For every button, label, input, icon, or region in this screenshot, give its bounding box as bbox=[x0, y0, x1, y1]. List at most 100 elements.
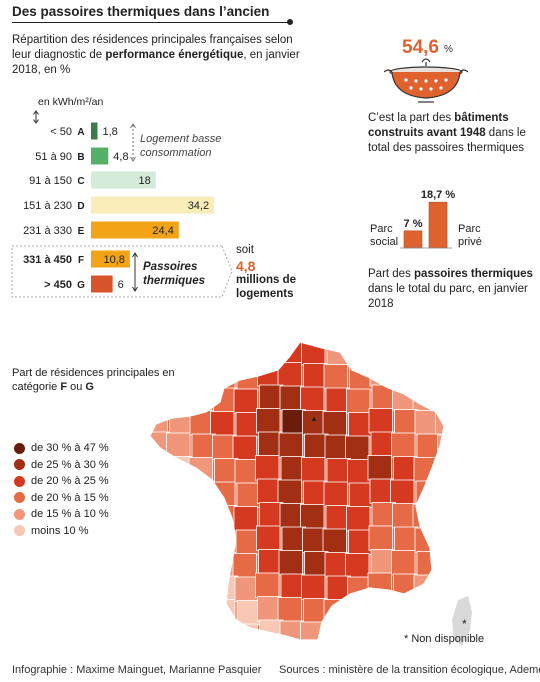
department-cell bbox=[167, 385, 192, 411]
department-cell bbox=[301, 574, 326, 600]
legend-item: de 25 % à 30 % bbox=[14, 457, 109, 474]
legend-item: de 20 % à 15 % bbox=[14, 490, 109, 507]
department-cell bbox=[367, 342, 392, 363]
bar bbox=[91, 147, 109, 165]
department-cell bbox=[150, 549, 170, 575]
parc-category-label: Parc bbox=[370, 223, 393, 235]
department-cell bbox=[391, 550, 416, 576]
title-rule bbox=[12, 22, 290, 23]
department-cell bbox=[391, 432, 416, 458]
department-cell bbox=[439, 458, 444, 484]
department-cell bbox=[415, 480, 440, 506]
department-cell bbox=[187, 621, 212, 640]
soit-unit: millions de logements bbox=[236, 274, 297, 300]
department-cell bbox=[256, 408, 281, 434]
department-cell bbox=[322, 528, 347, 554]
department-cell bbox=[415, 598, 440, 624]
parc-value-label: 7 % bbox=[404, 218, 423, 230]
parc-caption-bold: passoires thermiques bbox=[414, 268, 533, 280]
parc-caption-suffix: dans le total du parc, en janvier 2018 bbox=[368, 283, 528, 310]
data-label: 6 bbox=[118, 279, 124, 291]
department-cell bbox=[300, 621, 325, 640]
subtitle-part2: , en janvier 2018, en % bbox=[12, 49, 300, 76]
map-title-prefix: Part de résidences principales en catégo… bbox=[12, 367, 175, 393]
data-label: 4,8 bbox=[113, 151, 128, 163]
map-title-f: F bbox=[60, 381, 68, 393]
department-cell bbox=[439, 342, 444, 366]
department-cell bbox=[187, 504, 212, 530]
department-cell bbox=[233, 623, 258, 640]
bar bbox=[91, 221, 179, 239]
department-cell bbox=[150, 478, 169, 504]
legend-label: moins 10 % bbox=[31, 524, 89, 537]
department-cell bbox=[281, 526, 306, 552]
parc-category-label: Parc bbox=[458, 223, 481, 235]
department-cell bbox=[394, 409, 419, 435]
map-title: Part de résidences principales en catégo… bbox=[12, 366, 192, 394]
department-cell bbox=[370, 431, 395, 457]
department-cell bbox=[256, 525, 281, 551]
subtitle-part1: Répartition des résidences principales f… bbox=[12, 34, 293, 61]
department-cell bbox=[301, 457, 326, 483]
department-cell bbox=[210, 411, 235, 437]
department-cell bbox=[325, 622, 350, 640]
department-cell bbox=[349, 482, 374, 508]
department-cell bbox=[190, 363, 215, 389]
department-cell bbox=[258, 549, 283, 575]
department-cell bbox=[367, 572, 392, 598]
low-consumption-bracket bbox=[130, 123, 136, 162]
legend-swatch bbox=[14, 442, 25, 454]
department-cell bbox=[150, 384, 171, 410]
paris-marker-icon: ▲ bbox=[310, 414, 318, 423]
department-cell bbox=[436, 481, 444, 507]
department-cell bbox=[213, 387, 238, 413]
department-cell bbox=[412, 386, 437, 412]
department-cell bbox=[370, 549, 395, 575]
department-cell bbox=[390, 479, 415, 505]
department-cell bbox=[150, 502, 171, 528]
france-outline bbox=[149, 341, 445, 641]
department-cell bbox=[304, 551, 329, 577]
department-cell bbox=[232, 553, 257, 579]
department-cell bbox=[235, 529, 260, 555]
department-cell bbox=[415, 363, 440, 389]
parc-category-label: privé bbox=[458, 236, 482, 248]
department-cell bbox=[259, 502, 284, 528]
category-label: > 450 bbox=[44, 279, 72, 291]
data-label: 1,8 bbox=[102, 126, 117, 138]
department-cell bbox=[368, 525, 393, 551]
department-cell bbox=[347, 342, 372, 367]
department-cell bbox=[303, 480, 328, 506]
department-cell bbox=[435, 411, 444, 437]
department-cell bbox=[390, 362, 415, 388]
department-cell bbox=[393, 342, 418, 364]
department-cell bbox=[394, 526, 419, 552]
department-cell bbox=[322, 411, 347, 437]
department-cell bbox=[150, 525, 168, 551]
highlight-text-bold: bâtiments construits avant 1948 bbox=[368, 112, 509, 139]
class-label: A bbox=[77, 127, 84, 138]
department-cell bbox=[345, 435, 370, 461]
department-cell bbox=[189, 527, 214, 553]
department-cell bbox=[304, 433, 329, 459]
department-cell bbox=[369, 596, 394, 622]
page-title: Des passoires thermiques dans l’ancien bbox=[12, 4, 270, 19]
department-cell bbox=[236, 600, 261, 626]
department-cell bbox=[277, 597, 302, 623]
department-cell bbox=[150, 342, 167, 363]
legend-swatch bbox=[14, 475, 25, 487]
data-label: 24,4 bbox=[152, 225, 173, 237]
department-cell bbox=[257, 478, 282, 504]
department-cell bbox=[211, 481, 236, 507]
department-cell bbox=[279, 385, 304, 411]
department-cell bbox=[165, 597, 190, 623]
department-cell bbox=[371, 502, 396, 528]
department-cell bbox=[300, 504, 325, 530]
department-cell bbox=[150, 455, 167, 481]
map-title-or: ou bbox=[67, 381, 86, 393]
class-label: E bbox=[78, 226, 85, 237]
low-consumption-note: Logement basse consommation bbox=[140, 133, 222, 159]
department-cell bbox=[232, 435, 257, 461]
highlight-unit: % bbox=[444, 44, 453, 55]
